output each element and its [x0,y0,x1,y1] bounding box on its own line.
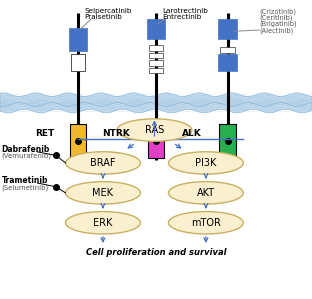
Text: Larotrectinib: Larotrectinib [162,8,208,14]
FancyBboxPatch shape [147,19,165,39]
Text: PI3K: PI3K [195,158,217,168]
FancyBboxPatch shape [218,54,237,71]
Text: MEK: MEK [92,188,114,198]
Text: Dabrafenib: Dabrafenib [2,145,50,154]
Text: Trametinib: Trametinib [2,176,48,185]
Text: (Ceritinib): (Ceritinib) [259,15,292,21]
Text: (Brigatinib): (Brigatinib) [259,21,297,28]
Text: (Crizotinib): (Crizotinib) [259,8,296,15]
Text: (Selumetinib): (Selumetinib) [2,184,49,191]
Polygon shape [0,100,312,113]
Ellipse shape [168,152,243,174]
Text: AKT: AKT [197,188,215,198]
FancyBboxPatch shape [219,124,236,158]
FancyBboxPatch shape [149,60,163,66]
FancyBboxPatch shape [149,45,163,51]
Text: RET: RET [35,129,55,138]
Text: Entrectinib: Entrectinib [162,14,202,20]
FancyBboxPatch shape [71,54,85,71]
Ellipse shape [66,152,140,174]
Text: NTRK: NTRK [102,129,129,138]
Text: ERK: ERK [93,218,113,228]
Text: BRAF: BRAF [90,158,116,168]
Text: Selpercatinib: Selpercatinib [84,8,132,14]
FancyBboxPatch shape [70,124,86,158]
Text: mTOR: mTOR [191,218,221,228]
FancyBboxPatch shape [148,124,164,158]
Text: Cell proliferation and survival: Cell proliferation and survival [86,248,226,257]
FancyBboxPatch shape [149,53,163,58]
Polygon shape [0,93,312,106]
FancyBboxPatch shape [220,47,235,53]
Text: (Alectinib): (Alectinib) [259,27,293,34]
FancyBboxPatch shape [149,68,163,73]
Ellipse shape [168,212,243,234]
Ellipse shape [66,212,140,234]
Ellipse shape [117,119,192,141]
Ellipse shape [168,181,243,204]
Text: RAS: RAS [145,125,164,135]
Text: Pralsetinib: Pralsetinib [84,14,122,20]
FancyBboxPatch shape [69,28,87,51]
Text: ALK: ALK [182,129,201,138]
Ellipse shape [66,181,140,204]
Text: (Vemurafenib): (Vemurafenib) [2,153,51,159]
FancyBboxPatch shape [218,19,237,39]
